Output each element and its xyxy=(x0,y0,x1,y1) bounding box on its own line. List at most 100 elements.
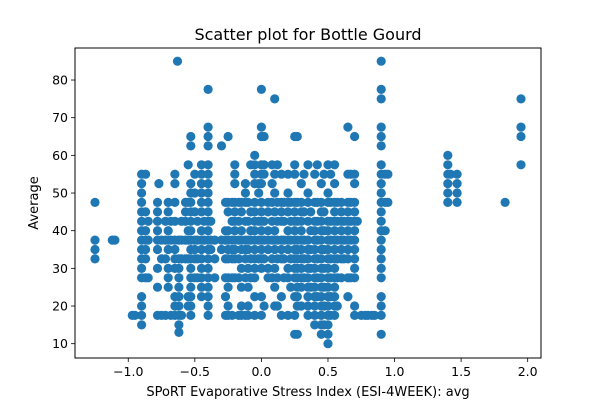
scatter-point xyxy=(270,263,280,273)
scatter-point xyxy=(223,282,233,292)
scatter-point xyxy=(196,179,207,189)
scatter-point xyxy=(330,179,340,189)
y-tick-label: 50 xyxy=(52,186,68,201)
scatter-point xyxy=(254,188,264,198)
scatter-point xyxy=(230,226,240,236)
x-axis-label: SPoRT Evaporative Stress Index (ESI-4WEE… xyxy=(146,385,469,400)
scatter-point xyxy=(174,273,184,283)
scatter-point xyxy=(137,197,147,207)
scatter-point xyxy=(203,141,213,151)
scatter-point xyxy=(250,244,260,255)
scatter-point xyxy=(376,122,386,132)
scatter-point xyxy=(330,207,340,217)
scatter-point xyxy=(236,207,246,217)
scatter-point xyxy=(316,292,326,302)
scatter-point xyxy=(283,310,293,320)
scatter-point xyxy=(256,226,266,236)
y-tick-label: 40 xyxy=(52,223,68,238)
scatter-point xyxy=(240,179,250,189)
scatter-point xyxy=(283,188,293,198)
scatter-point xyxy=(234,216,244,226)
scatter-point xyxy=(283,273,293,283)
scatter-point xyxy=(323,301,333,311)
scatter-point xyxy=(186,226,196,236)
scatter-point xyxy=(290,160,300,170)
scatter-point xyxy=(256,310,266,320)
x-tick-label: 2.0 xyxy=(518,364,538,379)
scatter-point xyxy=(210,273,220,283)
scatter-point xyxy=(452,179,462,189)
scatter-point xyxy=(290,310,300,320)
scatter-point xyxy=(323,226,333,236)
scatter-point xyxy=(376,273,386,283)
scatter-point xyxy=(500,197,510,207)
scatter-point xyxy=(283,263,293,273)
scatter-point xyxy=(452,169,462,179)
scatter-point xyxy=(163,226,173,236)
scatter-point xyxy=(90,244,100,255)
scatter-point xyxy=(376,216,386,226)
scatter-point xyxy=(243,263,253,273)
scatter-point xyxy=(203,169,213,179)
scatter-point xyxy=(350,235,360,245)
y-tick-label: 60 xyxy=(52,148,68,163)
scatter-point xyxy=(186,216,196,226)
scatter-point xyxy=(243,310,253,320)
scatter-point xyxy=(452,197,462,207)
scatter-point xyxy=(256,207,266,217)
scatter-point xyxy=(376,160,386,170)
scatter-point xyxy=(303,235,313,245)
y-tick-label: 30 xyxy=(52,261,68,276)
scatter-point xyxy=(376,310,386,320)
scatter-point xyxy=(310,310,320,320)
scatter-point xyxy=(206,244,216,255)
scatter-point xyxy=(143,273,153,283)
scatter-point xyxy=(90,197,100,207)
scatter-point xyxy=(172,56,183,66)
scatter-point xyxy=(250,310,260,320)
x-axis-ticks: −1.0 −0.5 0.0 0.5 1.0 1.5 2.0 xyxy=(113,358,538,379)
scatter-point xyxy=(141,244,151,255)
scatter-point xyxy=(303,310,313,320)
scatter-point xyxy=(203,84,213,94)
scatter-point xyxy=(223,207,233,217)
scatter-point xyxy=(227,310,237,320)
scatter-point xyxy=(306,207,316,217)
scatter-point xyxy=(137,216,147,226)
scatter-point xyxy=(376,244,386,255)
scatter-point xyxy=(290,226,300,236)
scatter-point xyxy=(343,226,353,236)
scatter-point xyxy=(296,179,306,189)
scatter-point xyxy=(276,292,286,302)
scatter-point xyxy=(250,207,260,217)
scatter-point xyxy=(143,235,153,245)
scatter-point xyxy=(326,169,336,179)
scatter-point xyxy=(141,226,151,236)
scatter-point xyxy=(272,273,282,283)
scatter-point xyxy=(292,292,302,302)
scatter-point xyxy=(234,254,244,264)
scatter-point xyxy=(516,160,526,170)
scatter-point xyxy=(163,273,173,283)
scatter-point xyxy=(376,207,386,217)
scatter-point xyxy=(196,188,207,198)
scatter-point xyxy=(336,273,346,283)
scatter-point xyxy=(256,179,266,189)
scatter-point xyxy=(186,197,196,207)
scatter-point xyxy=(383,169,393,179)
scatter-point xyxy=(330,226,340,236)
scatter-point xyxy=(350,263,360,273)
scatter-point xyxy=(312,160,322,170)
scatter-point xyxy=(259,254,269,264)
x-tick-label: 1.5 xyxy=(451,364,471,379)
scatter-point xyxy=(276,169,286,179)
scatter-point xyxy=(203,197,213,207)
y-tick-label: 80 xyxy=(52,73,68,88)
scatter-point xyxy=(234,273,244,283)
scatter-point xyxy=(223,301,233,311)
scatter-point xyxy=(343,254,353,264)
scatter-point xyxy=(316,235,326,245)
scatter-point xyxy=(196,160,207,170)
scatter-point xyxy=(203,263,213,273)
